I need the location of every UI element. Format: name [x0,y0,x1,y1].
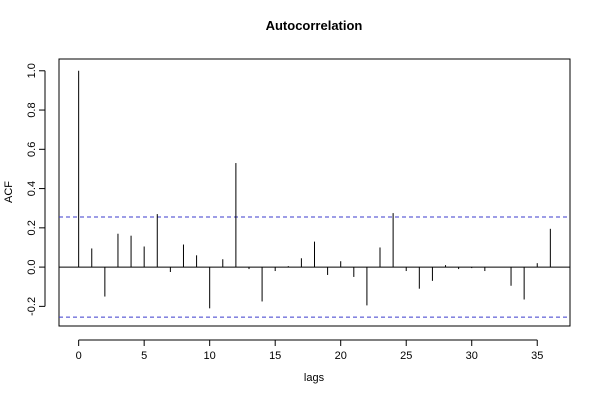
chart-title: Autocorrelation [266,18,363,33]
y-tick-label: 0.8 [26,102,38,117]
confidence-bounds [59,216,570,318]
y-tick-label: -0.2 [26,297,38,316]
x-axis: 0 5 10 15 20 25 30 35 [76,339,543,362]
y-tick-label: 0.4 [26,181,38,196]
x-tick-label: 30 [466,350,478,362]
x-tick-label: 20 [335,350,347,362]
x-tick-label: 0 [76,350,82,362]
y-tick-label: 0.0 [26,259,38,274]
x-axis-label: lags [304,372,325,384]
x-tick-label: 10 [204,350,216,362]
y-axis: -0.2 0.0 0.2 0.4 0.6 0.8 1.0 [26,63,46,316]
plot-frame [58,58,571,327]
x-tick-label: 15 [269,350,281,362]
y-axis-label: ACF [3,181,15,203]
x-tick-label: 35 [531,350,543,362]
y-tick-label: 0.6 [26,142,38,157]
y-tick-label: 0.2 [26,220,38,235]
acf-bars [78,70,551,309]
x-tick-label: 25 [400,350,412,362]
y-tick-label: 1.0 [26,63,38,78]
x-tick-label: 5 [141,350,147,362]
